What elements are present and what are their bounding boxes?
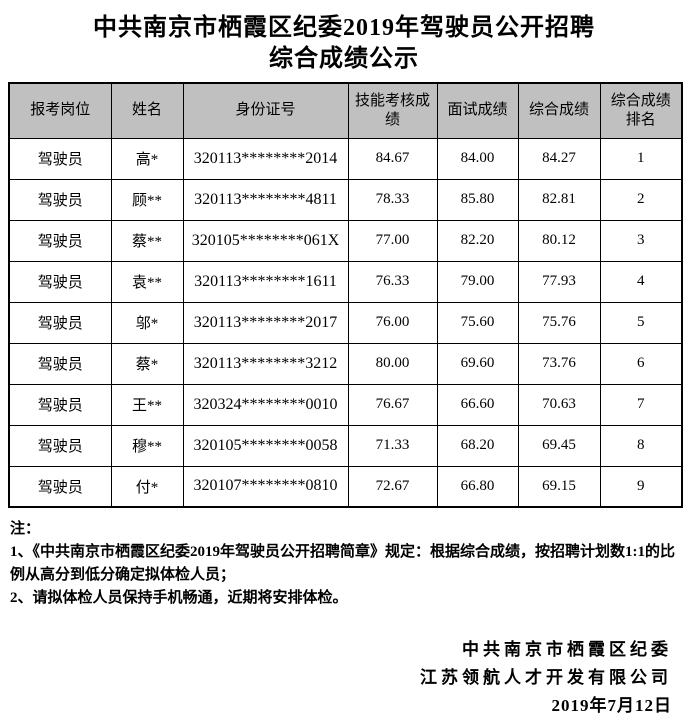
cell-position: 驾驶员	[8, 178, 112, 221]
cell-name: 高*	[110, 137, 184, 180]
column-header-interview-score: 面试成绩	[436, 82, 519, 139]
cell-position: 驾驶员	[8, 424, 112, 467]
cell-id-number: 320113********2017	[182, 301, 349, 344]
table-row: 驾驶员 付* 320107********0810 72.67 66.80 69…	[8, 465, 683, 508]
note-item-2: 2、请拟体检人员保持手机畅通，近期将安排体检。	[10, 590, 348, 606]
cell-position: 驾驶员	[8, 137, 112, 180]
cell-interview-score: 84.00	[436, 137, 519, 180]
table-row: 驾驶员 邬* 320113********2017 76.00 75.60 75…	[8, 301, 683, 344]
cell-skill-score: 78.33	[347, 178, 438, 221]
table-body: 驾驶员 高* 320113********2014 84.67 84.00 84…	[8, 137, 683, 508]
cell-skill-score: 80.00	[347, 342, 438, 385]
cell-interview-score: 66.60	[436, 383, 519, 426]
cell-interview-score: 66.80	[436, 465, 519, 508]
cell-overall-score: 82.81	[517, 178, 601, 221]
cell-skill-score: 71.33	[347, 424, 438, 467]
cell-name: 穆**	[110, 424, 184, 467]
cell-id-number: 320113********1611	[182, 260, 349, 303]
cell-id-number: 320113********2014	[182, 137, 349, 180]
cell-overall-score: 84.27	[517, 137, 601, 180]
cell-interview-score: 69.60	[436, 342, 519, 385]
cell-name: 袁**	[110, 260, 184, 303]
cell-name: 邬*	[110, 301, 184, 344]
cell-overall-score: 73.76	[517, 342, 601, 385]
cell-interview-score: 68.20	[436, 424, 519, 467]
table-row: 驾驶员 顾** 320113********4811 78.33 85.80 8…	[8, 178, 683, 221]
column-header-id-number: 身份证号	[182, 82, 349, 139]
cell-id-number: 320324********0010	[182, 383, 349, 426]
table-row: 驾驶员 袁** 320113********1611 76.33 79.00 7…	[8, 260, 683, 303]
cell-name: 蔡**	[110, 219, 184, 262]
cell-position: 驾驶员	[8, 219, 112, 262]
signature-org-2: 江苏领航人才开发有限公司	[420, 668, 672, 687]
cell-skill-score: 76.67	[347, 383, 438, 426]
table-row: 驾驶员 蔡* 320113********3212 80.00 69.60 73…	[8, 342, 683, 385]
cell-skill-score: 72.67	[347, 465, 438, 508]
cell-skill-score: 76.00	[347, 301, 438, 344]
notes-label: 注：	[10, 521, 41, 537]
cell-overall-score: 77.93	[517, 260, 601, 303]
cell-id-number: 320113********3212	[182, 342, 349, 385]
cell-interview-score: 85.80	[436, 178, 519, 221]
table-header: 报考岗位 姓名 身份证号 技能考核成绩 面试成绩 综合成绩 综合成绩排名	[8, 82, 683, 139]
cell-overall-score: 69.15	[517, 465, 601, 508]
cell-rank: 8	[599, 424, 683, 467]
cell-overall-score: 70.63	[517, 383, 601, 426]
table-row: 驾驶员 蔡** 320105********061X 77.00 82.20 8…	[8, 219, 683, 262]
column-header-name: 姓名	[110, 82, 184, 139]
cell-id-number: 320105********061X	[182, 219, 349, 262]
cell-position: 驾驶员	[8, 342, 112, 385]
cell-position: 驾驶员	[8, 465, 112, 508]
cell-skill-score: 77.00	[347, 219, 438, 262]
table-header-row: 报考岗位 姓名 身份证号 技能考核成绩 面试成绩 综合成绩 综合成绩排名	[8, 82, 683, 139]
column-header-position: 报考岗位	[8, 82, 112, 139]
page-title-line-2: 综合成绩公示	[269, 46, 419, 72]
cell-overall-score: 75.76	[517, 301, 601, 344]
cell-rank: 4	[599, 260, 683, 303]
cell-interview-score: 79.00	[436, 260, 519, 303]
column-header-rank: 综合成绩排名	[599, 82, 683, 139]
cell-id-number: 320113********4811	[182, 178, 349, 221]
cell-overall-score: 80.12	[517, 219, 601, 262]
page-title-line-1: 中共南京市栖霞区纪委2019年驾驶员公开招聘	[93, 15, 595, 41]
cell-rank: 5	[599, 301, 683, 344]
cell-id-number: 320105********0058	[182, 424, 349, 467]
cell-rank: 7	[599, 383, 683, 426]
signature-org-1: 中共南京市栖霞区纪委	[462, 640, 672, 659]
signature-block: 中共南京市栖霞区纪委 江苏领航人才开发有限公司 2019年7月12日	[0, 636, 672, 720]
cell-rank: 1	[599, 137, 683, 180]
notes-section: 注： 1、《中共南京市栖霞区纪委2019年驾驶员公开招聘简章》规定：根据综合成绩…	[10, 518, 678, 610]
table-row: 驾驶员 王** 320324********0010 76.67 66.60 7…	[8, 383, 683, 426]
note-item-1: 1、《中共南京市栖霞区纪委2019年驾驶员公开招聘简章》规定：根据综合成绩，按招…	[10, 544, 675, 583]
table-row: 驾驶员 穆** 320105********0058 71.33 68.20 6…	[8, 424, 683, 467]
page-title: 中共南京市栖霞区纪委2019年驾驶员公开招聘 综合成绩公示	[0, 0, 688, 75]
cell-name: 蔡*	[110, 342, 184, 385]
table-row: 驾驶员 高* 320113********2014 84.67 84.00 84…	[8, 137, 683, 180]
column-header-skill-score: 技能考核成绩	[347, 82, 438, 139]
cell-overall-score: 69.45	[517, 424, 601, 467]
cell-position: 驾驶员	[8, 301, 112, 344]
cell-rank: 2	[599, 178, 683, 221]
cell-name: 付*	[110, 465, 184, 508]
cell-rank: 3	[599, 219, 683, 262]
results-table: 报考岗位 姓名 身份证号 技能考核成绩 面试成绩 综合成绩 综合成绩排名 驾驶员…	[8, 82, 683, 508]
cell-name: 王**	[110, 383, 184, 426]
cell-interview-score: 75.60	[436, 301, 519, 344]
cell-id-number: 320107********0810	[182, 465, 349, 508]
column-header-overall-score: 综合成绩	[517, 82, 601, 139]
cell-skill-score: 84.67	[347, 137, 438, 180]
cell-rank: 9	[599, 465, 683, 508]
cell-position: 驾驶员	[8, 383, 112, 426]
cell-rank: 6	[599, 342, 683, 385]
cell-skill-score: 76.33	[347, 260, 438, 303]
cell-interview-score: 82.20	[436, 219, 519, 262]
signature-date: 2019年7月12日	[551, 696, 672, 715]
cell-name: 顾**	[110, 178, 184, 221]
cell-position: 驾驶员	[8, 260, 112, 303]
